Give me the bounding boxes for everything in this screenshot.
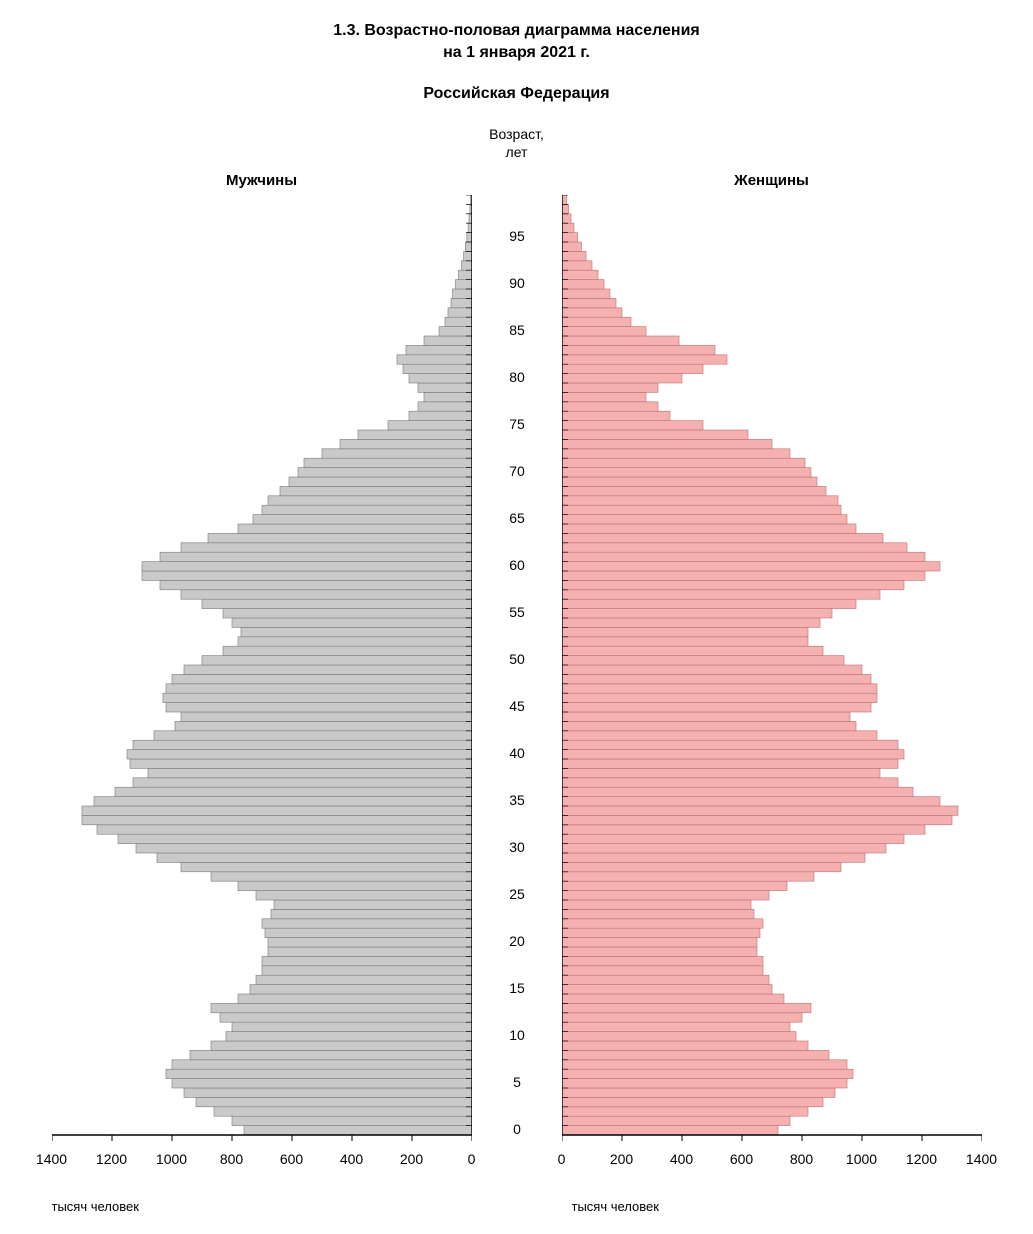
x-tick-label: 1000 bbox=[846, 1151, 877, 1167]
svg-text:85: 85 bbox=[509, 322, 525, 338]
x-tick-label: 600 bbox=[280, 1151, 303, 1167]
y-axis-title-line1: Возраст, bbox=[489, 126, 544, 142]
x-axis-labels-row: 0200400600800100012001400 02004006008001… bbox=[17, 1151, 1017, 1173]
x-tick-label: 0 bbox=[558, 1151, 566, 1167]
svg-text:5: 5 bbox=[513, 1074, 521, 1090]
x-axis-right: 0200400600800100012001400 bbox=[562, 1151, 982, 1173]
chart-title-line2: на 1 января 2021 г. bbox=[17, 42, 1017, 64]
chart-subtitle: Российская Федерация bbox=[17, 85, 1017, 103]
svg-text:35: 35 bbox=[509, 792, 525, 808]
svg-text:70: 70 bbox=[509, 463, 525, 479]
pyramid-chart: 0 5 10 15 20 25 30 35 40 45 50 55 60 65 70 75 80 85 90 95 bbox=[17, 195, 1017, 1149]
males-label: Мужчины bbox=[52, 170, 472, 189]
x-tick-label: 200 bbox=[400, 1151, 423, 1167]
females-label: Женщины bbox=[562, 170, 982, 189]
males-bars-svg bbox=[52, 195, 472, 1149]
x-axis-left: 0200400600800100012001400 bbox=[52, 1151, 472, 1173]
svg-text:10: 10 bbox=[509, 1027, 525, 1043]
series-labels-row: Мужчины Женщины bbox=[17, 170, 1017, 189]
y-axis-title-line2: лет bbox=[506, 144, 528, 160]
x-tick-label: 1400 bbox=[36, 1151, 67, 1167]
males-panel bbox=[52, 195, 472, 1149]
y-axis-title: Возраст, лет bbox=[17, 125, 1017, 161]
svg-text:50: 50 bbox=[509, 651, 525, 667]
age-axis-svg: 0 5 10 15 20 25 30 35 40 45 50 55 60 65 70 75 80 85 90 95 bbox=[472, 195, 562, 1149]
svg-text:60: 60 bbox=[509, 557, 525, 573]
x-tick-label: 800 bbox=[790, 1151, 813, 1167]
svg-text:30: 30 bbox=[509, 839, 525, 855]
svg-text:80: 80 bbox=[509, 369, 525, 385]
title-block: 1.3. Возрастно-половая диаграмма населен… bbox=[17, 20, 1017, 162]
svg-text:25: 25 bbox=[509, 886, 525, 902]
x-unit-row: тысяч человек тысяч человек bbox=[17, 1199, 1017, 1214]
x-unit-right: тысяч человек bbox=[562, 1199, 992, 1214]
page-root: 1.3. Возрастно-половая диаграмма населен… bbox=[17, 20, 1017, 1214]
x-tick-label: 400 bbox=[340, 1151, 363, 1167]
svg-text:95: 95 bbox=[509, 228, 525, 244]
x-axis-gap bbox=[472, 1151, 562, 1173]
x-tick-label: 400 bbox=[670, 1151, 693, 1167]
x-unit-left: тысяч человек bbox=[42, 1199, 472, 1214]
svg-text:40: 40 bbox=[509, 745, 525, 761]
svg-text:20: 20 bbox=[509, 933, 525, 949]
svg-text:65: 65 bbox=[509, 510, 525, 526]
x-tick-label: 200 bbox=[610, 1151, 633, 1167]
svg-text:15: 15 bbox=[509, 980, 525, 996]
svg-text:0: 0 bbox=[513, 1121, 521, 1137]
svg-text:45: 45 bbox=[509, 698, 525, 714]
females-panel bbox=[562, 195, 982, 1149]
age-axis-panel: 0 5 10 15 20 25 30 35 40 45 50 55 60 65 70 75 80 85 90 95 bbox=[472, 195, 562, 1149]
x-tick-label: 600 bbox=[730, 1151, 753, 1167]
svg-text:90: 90 bbox=[509, 275, 525, 291]
svg-text:75: 75 bbox=[509, 416, 525, 432]
svg-text:55: 55 bbox=[509, 604, 525, 620]
x-tick-label: 1000 bbox=[156, 1151, 187, 1167]
x-tick-label: 800 bbox=[220, 1151, 243, 1167]
x-tick-label: 1400 bbox=[966, 1151, 997, 1167]
females-bars-svg bbox=[562, 195, 982, 1149]
chart-title-line1: 1.3. Возрастно-половая диаграмма населен… bbox=[17, 20, 1017, 42]
x-tick-label: 1200 bbox=[96, 1151, 127, 1167]
x-tick-label: 1200 bbox=[906, 1151, 937, 1167]
